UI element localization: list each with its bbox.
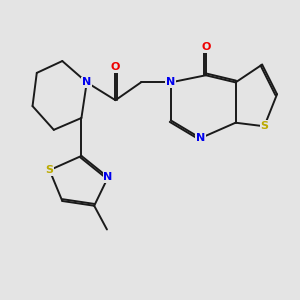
Text: N: N [196,133,205,143]
Text: N: N [82,77,92,87]
Text: N: N [166,77,176,87]
Text: S: S [46,165,53,175]
Text: S: S [260,121,268,131]
Text: O: O [201,42,211,52]
Text: O: O [111,62,120,72]
Text: N: N [103,172,112,182]
